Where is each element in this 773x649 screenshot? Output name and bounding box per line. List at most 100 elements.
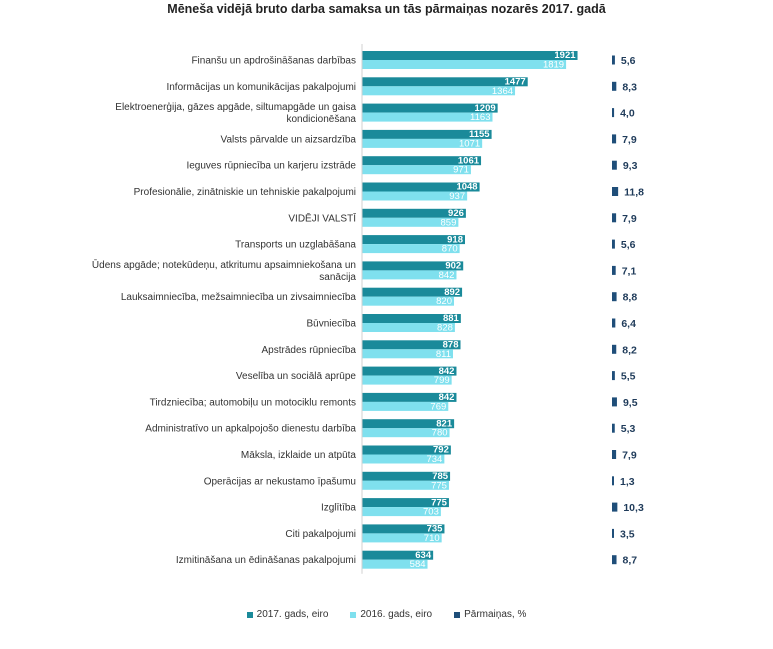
bar-2016: [362, 375, 452, 385]
data-label-2016: 870: [442, 244, 458, 255]
bar-change: [612, 108, 615, 118]
bar-change: [612, 344, 617, 354]
data-label-change: 5,6: [621, 55, 636, 67]
bar-change: [612, 292, 617, 302]
bar-2016: [362, 349, 453, 359]
data-label-2016: 1364: [492, 86, 513, 97]
bar-2016: [362, 217, 459, 227]
category-label: Izglītība: [321, 503, 356, 514]
bar-2017: [362, 392, 457, 402]
data-label-2017: 918: [447, 234, 463, 245]
category-label: kondicionēšana: [287, 114, 357, 125]
bar-2017: [362, 366, 457, 376]
data-label-2016: 859: [441, 217, 457, 228]
data-label-change: 5,3: [621, 423, 636, 435]
bar-2017: [362, 261, 464, 271]
category-label: Elektroenerģija, gāzes apgāde, siltumapg…: [115, 100, 356, 113]
bar-2017: [362, 51, 578, 60]
data-label-2016: 1163: [470, 112, 490, 123]
bar-2017: [362, 314, 461, 323]
data-label-2016: 971: [453, 165, 469, 176]
legend-swatch-2017: [246, 611, 253, 618]
data-label-change: 4,0: [620, 108, 635, 120]
data-label-2017: 842: [439, 392, 455, 403]
category-label: Transports un uzglabāšana: [235, 240, 356, 251]
data-label-2017: 735: [427, 524, 444, 535]
bar-2017: [362, 156, 482, 166]
legend-item-2016: 2016. gads, eiro: [350, 609, 432, 620]
category-label: Informācijas un komunikācijas pakalpojum…: [166, 82, 356, 93]
bar-change: [612, 397, 617, 407]
bar-change: [612, 318, 616, 328]
data-label-change: 8,8: [623, 292, 638, 304]
bar-2016: [362, 60, 567, 69]
category-label: sanācija: [319, 272, 356, 283]
bar-2016: [362, 112, 493, 122]
bar-2016: [362, 323, 455, 332]
bar-change: [612, 187, 619, 196]
bar-change: [612, 423, 615, 433]
data-label-2016: 1071: [459, 138, 480, 149]
data-label-change: 10,3: [623, 502, 644, 514]
data-label-change: 3,5: [620, 528, 635, 540]
data-label-change: 8,2: [622, 344, 637, 356]
bar-2016: [362, 454, 445, 464]
legend-item-2017: 2017. gads, eiro: [246, 609, 328, 620]
category-label: Profesionālie, zinātniskie un tehniskie …: [134, 187, 356, 198]
legend: 2017. gads, eiro 2016. gads, eiro Pārmai…: [0, 609, 773, 620]
bar-2016: [362, 191, 468, 201]
bar-2016: [362, 507, 441, 517]
data-label-2017: 1061: [458, 155, 480, 166]
data-label-2017: 881: [443, 313, 460, 324]
bar-2016: [362, 138, 483, 148]
bar-change: [612, 55, 615, 65]
bar-change: [612, 160, 617, 170]
data-label-change: 9,3: [623, 160, 638, 172]
category-label: Valsts pārvalde un aizsardzība: [221, 134, 357, 145]
data-label-2017: 1921: [554, 50, 576, 61]
data-label-change: 11,8: [624, 187, 644, 199]
data-label-2016: 584: [410, 559, 426, 570]
data-label-2017: 1048: [456, 182, 477, 193]
bar-change: [612, 476, 614, 486]
bar-change: [612, 371, 615, 381]
bar-2016: [362, 428, 450, 438]
category-label: Apstrādes rūpniecība: [261, 345, 356, 356]
legend-label-change: Pārmaiņas, %: [464, 609, 527, 620]
category-label: Būvniecība: [307, 319, 357, 330]
category-label: Izmitināšana un ēdināšanas pakalpojumi: [176, 555, 356, 566]
bar-change: [612, 502, 618, 512]
data-label-2017: 634: [415, 550, 432, 561]
data-label-2016: 1819: [543, 60, 564, 71]
data-label-2016: 734: [426, 454, 442, 465]
data-label-2017: 842: [439, 366, 455, 377]
data-label-change: 1,3: [620, 476, 635, 488]
bar-change: [612, 555, 617, 565]
data-label-2017: 892: [444, 287, 460, 298]
data-label-2017: 878: [443, 340, 459, 351]
bar-change: [612, 239, 615, 249]
bar-2016: [362, 86, 516, 96]
bar-2017: [362, 287, 463, 297]
category-label: Veselība un sociālā aprūpe: [236, 371, 357, 382]
category-label: Ūdens apgāde; notekūdeņu, atkritumu apsa…: [92, 259, 356, 271]
data-label-change: 8,7: [623, 555, 638, 567]
bar-2017: [362, 77, 528, 87]
bar-change: [612, 213, 617, 223]
category-label: Ieguves rūpniecība un karjeru izstrāde: [186, 161, 356, 172]
data-label-2016: 769: [430, 401, 446, 412]
bar-2017: [362, 182, 480, 192]
bar-2017: [362, 103, 498, 113]
data-label-change: 5,5: [621, 371, 636, 383]
bar-2016: [362, 533, 442, 543]
category-label: Finanšu un apdrošināšanas darbības: [191, 56, 356, 67]
bar-2016: [362, 244, 460, 254]
data-label-2016: 842: [439, 270, 455, 281]
data-label-2016: 799: [434, 375, 450, 386]
bar-2016: [362, 165, 471, 175]
data-label-2017: 1155: [469, 129, 490, 140]
data-label-change: 7,9: [622, 450, 637, 462]
legend-item-change: Pārmaiņas, %: [454, 609, 526, 620]
bar-change: [612, 528, 614, 538]
legend-swatch-2016: [350, 611, 357, 618]
